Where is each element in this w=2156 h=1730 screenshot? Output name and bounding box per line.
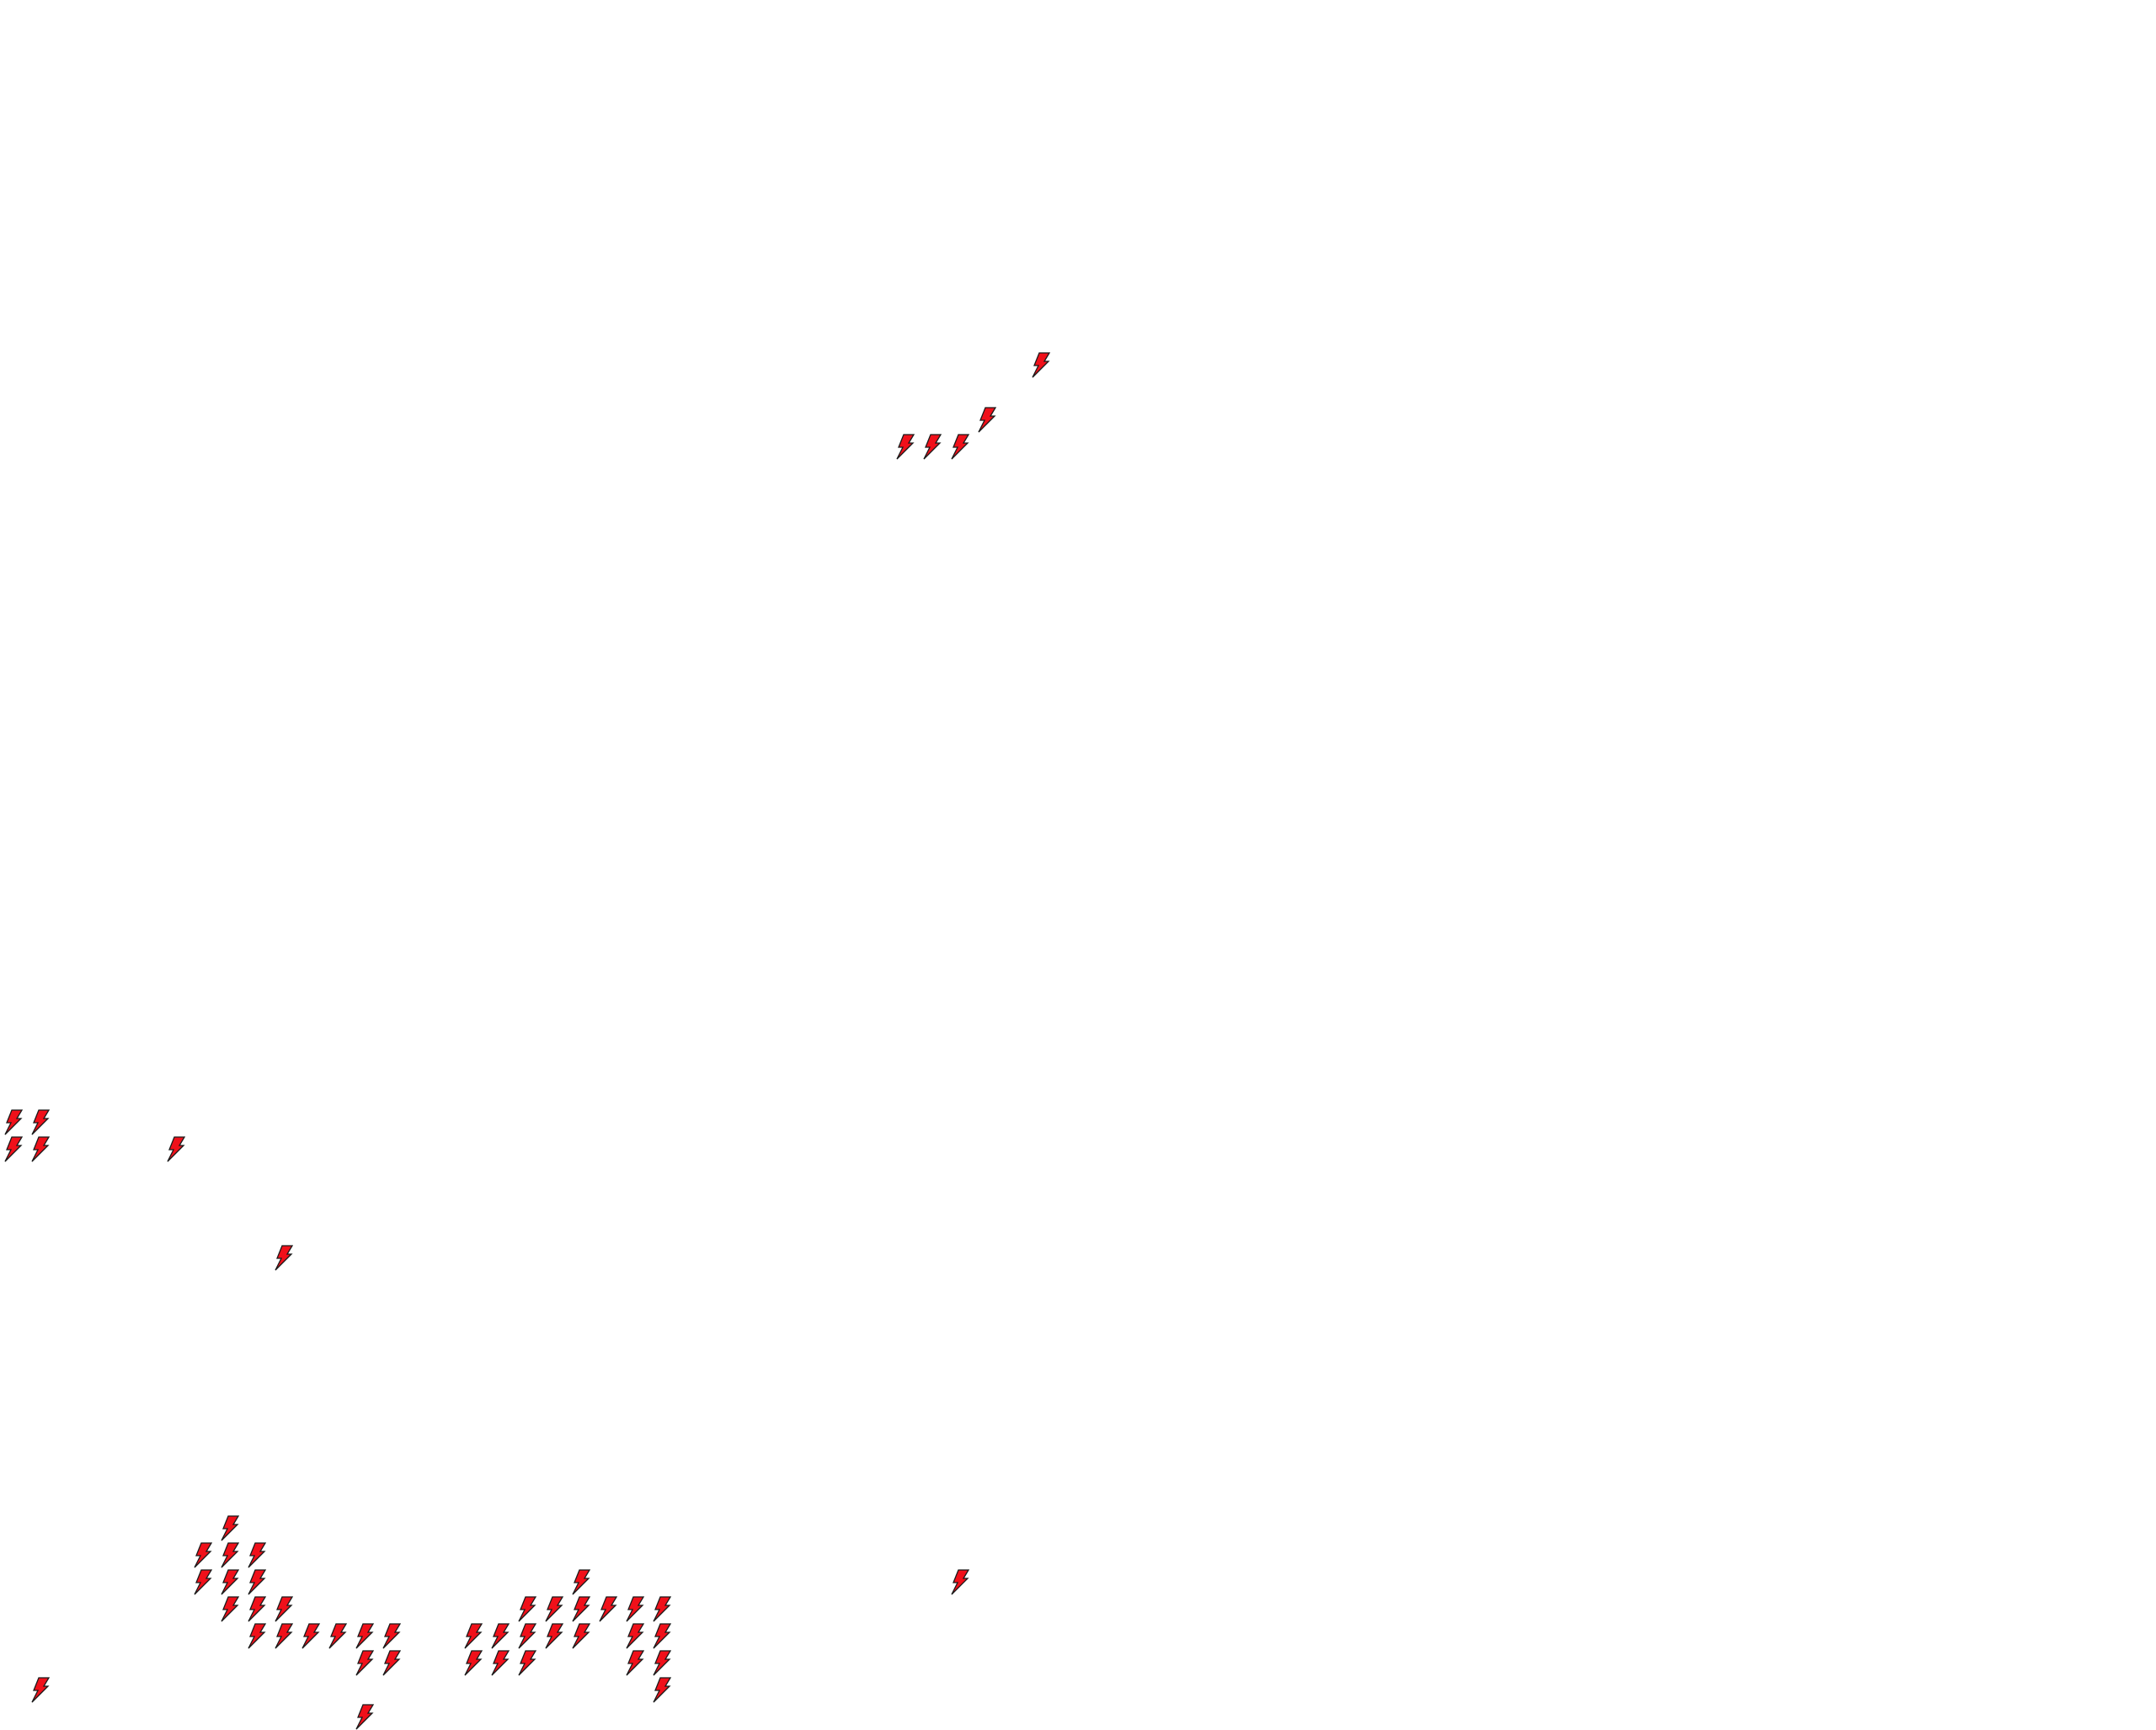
lightning-bolt-icon <box>895 433 915 460</box>
lightning-bolt-icon <box>30 1136 51 1162</box>
lightning-bolt-icon <box>571 1569 591 1595</box>
lightning-bolt-icon <box>517 1623 537 1649</box>
lightning-bolt-icon <box>950 433 970 460</box>
lightning-bolt-icon <box>625 1623 645 1649</box>
lightning-bolt-icon <box>247 1596 267 1622</box>
lightning-bolt-icon <box>950 1569 970 1595</box>
lightning-bolt-icon <box>544 1596 564 1622</box>
lightning-bolt-icon <box>247 1623 267 1649</box>
lightning-bolt-icon <box>193 1542 213 1568</box>
lightning-bolt-icon <box>328 1623 348 1649</box>
lightning-bolt-icon <box>193 1569 213 1595</box>
lightning-bolt-icon <box>652 1596 672 1622</box>
lightning-bolt-icon <box>382 1650 402 1676</box>
lightning-bolt-icon <box>166 1136 186 1162</box>
lightning-bolt-icon <box>652 1650 672 1676</box>
lightning-bolt-icon <box>571 1596 591 1622</box>
lightning-bolt-icon <box>30 1109 51 1135</box>
lightning-bolt-icon <box>922 433 942 460</box>
lightning-bolt-icon <box>301 1623 321 1649</box>
lightning-bolt-icon <box>1031 352 1051 378</box>
lightning-bolt-icon <box>517 1596 537 1622</box>
lightning-bolt-icon <box>571 1623 591 1649</box>
lightning-bolt-icon <box>625 1650 645 1676</box>
lightning-bolt-icon <box>220 1514 240 1541</box>
lightning-bolt-icon <box>274 1596 294 1622</box>
lightning-bolt-icon <box>247 1542 267 1568</box>
lightning-bolt-icon <box>355 1623 375 1649</box>
lightning-bolt-icon <box>625 1596 645 1622</box>
lightning-bolt-icon <box>490 1650 510 1676</box>
lightning-bolt-icon <box>355 1704 375 1730</box>
lightning-bolt-icon <box>977 406 997 433</box>
lightning-bolt-icon <box>3 1136 24 1162</box>
lightning-bolt-icon <box>247 1569 267 1595</box>
lightning-bolt-icon <box>652 1677 672 1703</box>
lightning-bolt-icon <box>220 1569 240 1595</box>
lightning-bolt-icon <box>652 1623 672 1649</box>
lightning-bolt-icon <box>355 1650 375 1676</box>
lightning-bolt-icon <box>463 1650 483 1676</box>
lightning-bolt-icon <box>3 1109 24 1135</box>
lightning-bolt-icon <box>544 1623 564 1649</box>
lightning-bolt-icon <box>274 1623 294 1649</box>
lightning-bolt-icon <box>220 1542 240 1568</box>
lightning-bolt-icon <box>490 1623 510 1649</box>
lightning-bolt-icon <box>517 1650 537 1676</box>
lightning-bolt-icon <box>382 1623 402 1649</box>
lightning-bolt-icon <box>220 1596 240 1622</box>
lightning-bolt-icon <box>274 1244 294 1271</box>
lightning-bolt-icon <box>30 1677 51 1703</box>
lightning-bolt-icon <box>463 1623 483 1649</box>
lightning-bolt-icon <box>598 1596 618 1622</box>
